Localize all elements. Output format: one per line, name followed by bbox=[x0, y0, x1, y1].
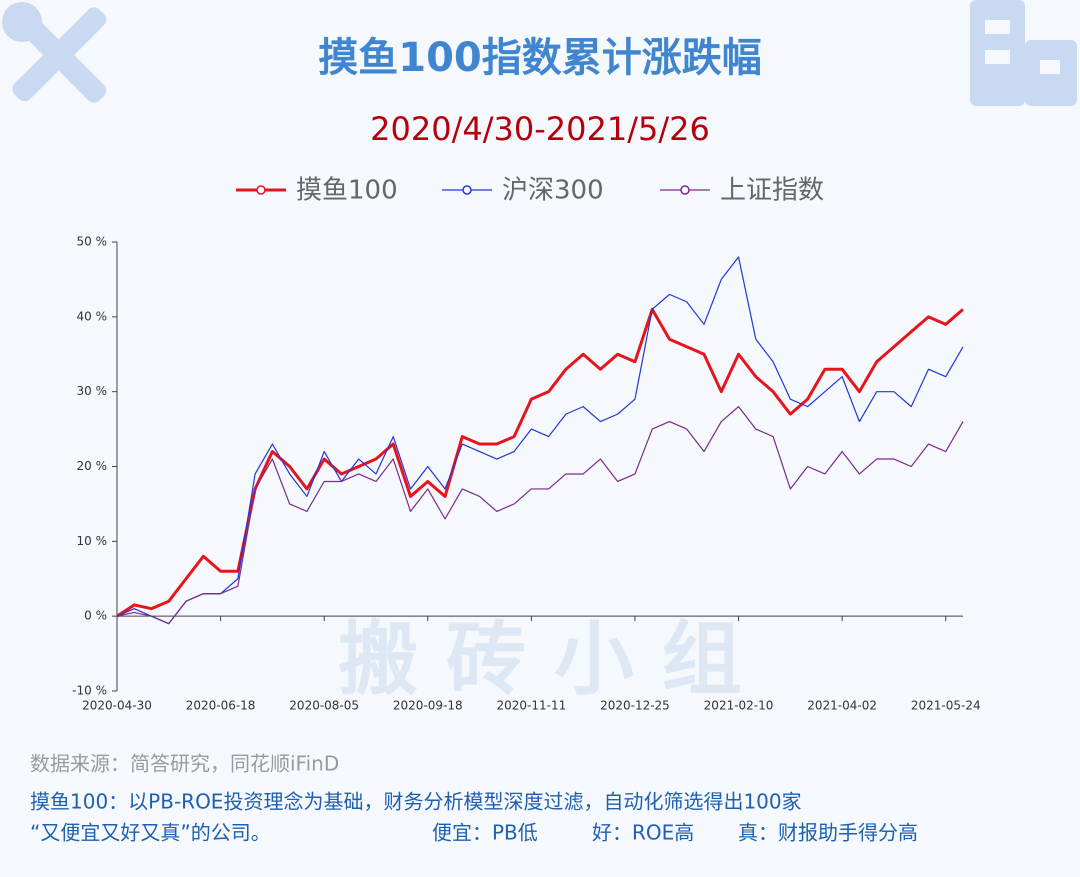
note: 好：ROE高 bbox=[592, 821, 694, 845]
x-tick-label: 2020-11-11 bbox=[496, 699, 566, 713]
chart-title: 摸鱼100指数累计涨跌幅 bbox=[318, 35, 762, 81]
legend-marker bbox=[256, 185, 266, 195]
y-tick-label: 10 % bbox=[77, 534, 108, 548]
chart-subtitle: 2020/4/30-2021/5/26 bbox=[370, 110, 710, 148]
x-tick-label: 2021-05-24 bbox=[911, 699, 981, 713]
series-line bbox=[116, 307, 964, 618]
series-line bbox=[116, 256, 964, 625]
x-tick-label: 2020-08-05 bbox=[289, 699, 359, 713]
legend-label: 摸鱼100 bbox=[296, 176, 398, 206]
building-icon bbox=[970, 0, 1077, 106]
legend-label: 沪深300 bbox=[502, 176, 604, 206]
legend-marker bbox=[680, 185, 690, 195]
note: 摸鱼100：以PB-ROE投资理念为基础，财务分析模型深度过滤，自动化筛选得出1… bbox=[30, 790, 802, 814]
legend-marker bbox=[462, 185, 472, 195]
y-tick-label: 0 % bbox=[84, 609, 107, 623]
x-tick-label: 2021-02-10 bbox=[704, 699, 774, 713]
note: 真：财报助手得分高 bbox=[738, 821, 918, 845]
x-tick-label: 2020-12-25 bbox=[600, 699, 670, 713]
x-tick-label: 2020-04-30 bbox=[82, 699, 152, 713]
x-tick-label: 2021-04-02 bbox=[807, 699, 877, 713]
legend-label: 上证指数 bbox=[720, 176, 824, 206]
y-tick-label: 20 % bbox=[77, 459, 108, 473]
watermark: 搬 砖 小 组 bbox=[338, 613, 742, 706]
x-tick-label: 2020-09-18 bbox=[393, 699, 463, 713]
series-line bbox=[116, 406, 964, 625]
x-tick-label: 2020-06-18 bbox=[186, 699, 256, 713]
tools-icon bbox=[2, 2, 107, 103]
y-tick-label: 40 % bbox=[77, 309, 108, 323]
source: 数据来源：简答研究，同花顺iFinD bbox=[30, 752, 339, 776]
note: 便宜：PB低 bbox=[432, 821, 538, 845]
y-tick-label: 50 % bbox=[77, 235, 108, 249]
note: “又便宜又好又真”的公司。 bbox=[30, 821, 271, 845]
y-tick-label: 30 % bbox=[77, 384, 108, 398]
y-tick-label: -10 % bbox=[72, 684, 107, 698]
